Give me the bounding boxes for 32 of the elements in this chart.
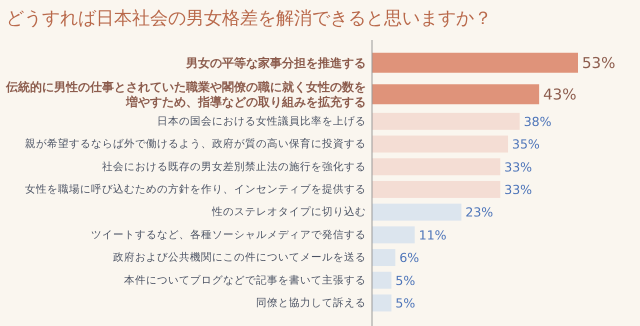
bar: [372, 272, 392, 289]
data-label: 33%: [504, 182, 532, 197]
bar: [372, 226, 415, 244]
bar: [372, 249, 396, 266]
y-tick-label: 性のステレオタイプに切り込む: [211, 205, 366, 218]
chart-title: どうすれば日本社会の男女格差を解消できると思いますか？: [6, 8, 492, 29]
y-tick-label: 親が希望するならば外で働けるよう、政府が質の高い保育に投資する: [25, 137, 366, 150]
data-label: 23%: [465, 204, 494, 220]
data-label: 11%: [418, 227, 447, 242]
data-label: 33%: [504, 159, 532, 174]
y-tick-label: 伝統的に男性の仕事とされていた職業や閣僚の職に就く女性の数を増やすため、指導などの取り組みを拡充する: [5, 80, 366, 109]
data-label: 5%: [395, 295, 416, 310]
y-tick-label: 日本の国会における女性議員比率を上げる: [157, 114, 366, 128]
bar: [372, 112, 520, 130]
y-tick-label: 社会における既存の男女差別禁止法の施行を強化する: [102, 160, 366, 173]
bar: [372, 158, 500, 176]
data-label: 53%: [582, 54, 616, 72]
data-label: 43%: [543, 85, 576, 104]
y-tick-label: 政府および公共機関にこの件についてメールを送る: [113, 250, 366, 264]
data-label: 6%: [399, 250, 420, 266]
bar: [372, 136, 508, 153]
bar: [372, 204, 462, 221]
y-tick-label: 本件についてブログなどで記事を書いて主張する: [124, 273, 366, 286]
y-tick-label: 男女の平等な家事分担を推進する: [185, 56, 366, 70]
y-tick-label: 女性を職場に呼び込むための方針を作り、インセンティブを提供する: [25, 182, 366, 196]
y-tick-label: ツイートするなど、各種ソーシャルメディアで発信する: [91, 228, 366, 241]
bar: [372, 180, 500, 198]
y-tick-label: 同僚と協力して訴える: [256, 296, 366, 309]
data-label: 35%: [512, 136, 540, 152]
data-label: 5%: [395, 272, 416, 288]
bar: [372, 294, 392, 312]
data-label: 38%: [524, 114, 552, 129]
